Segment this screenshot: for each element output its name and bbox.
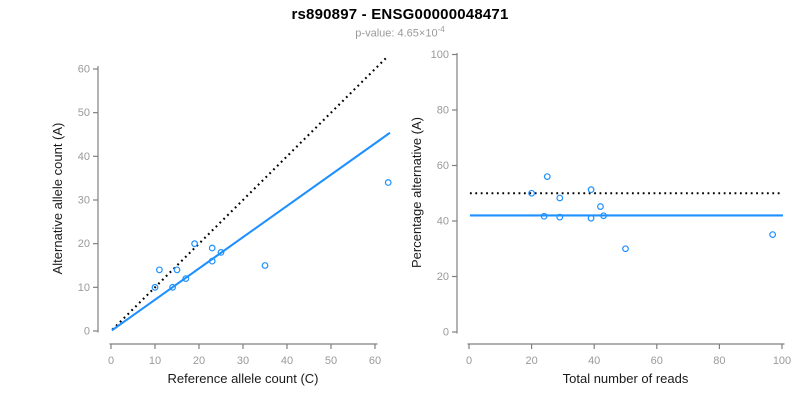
data-point [600,212,607,220]
p-value-exponent: -4 [437,25,445,34]
x-tick-label: 20 [525,355,537,367]
data-point [217,248,225,256]
data-point [543,173,551,181]
data-point [556,194,564,202]
y-tick-label: 10 [78,282,90,294]
data-point [169,283,177,291]
x-tick-label: 20 [193,355,205,367]
data-point [155,266,163,274]
data-point [540,212,548,220]
data-point [597,203,604,210]
data-point [173,266,181,274]
data-point [587,214,595,222]
y-tick-label: 60 [437,160,449,172]
data-point [191,240,199,248]
x-tick-label: 60 [369,355,381,367]
x-tick-label: 40 [281,355,293,367]
data-point [182,275,190,282]
figure-subtitle: p-value: 4.65×10-4 [0,25,800,40]
data-point [261,262,269,269]
y-tick-label: 20 [78,238,90,250]
data-point [556,213,564,221]
data-point [587,186,595,194]
y-tick-label: 50 [78,107,90,119]
data-point [384,179,392,186]
data-point [769,231,777,238]
x-tick-label: 0 [108,355,114,367]
y-tick-label: 30 [78,194,90,206]
x-tick-label: 30 [237,355,249,367]
x-tick-label: 10 [149,355,161,367]
y-axis-label: Percentage alternative (A) [409,117,424,268]
x-tick-label: 0 [466,355,472,367]
data-point [208,244,216,252]
figure-header: rs890897 - ENSG00000048471 p-value: 4.65… [0,0,800,40]
y-tick-label: 100 [431,49,449,61]
x-axis-label: Reference allele count (C) [167,371,318,386]
p-value-text: p-value: 4.65×10 [355,27,438,40]
y-tick-label: 40 [437,216,449,228]
figure-title: rs890897 - ENSG00000048471 [291,6,509,23]
data-point [622,245,629,253]
x-tick-label: 60 [651,355,663,367]
x-tick-label: 50 [325,355,337,367]
y-tick-label: 0 [443,327,449,339]
panel-left: 0 10 20 30 40 50 60 0 10 20 30 40 50 60 Reference alle… [50,56,392,386]
x-axis-label: Total number of reads [563,371,689,386]
y-axis-label: Alternative allele count (A) [50,123,65,275]
data-point [208,257,216,265]
fit-line [111,131,391,332]
y-tick-label: 60 [78,63,90,75]
y-tick-label: 40 [78,151,90,163]
y-tick-label: 80 [437,105,449,117]
identity-line [111,56,389,331]
data-point [151,283,159,291]
y-tick-label: 0 [84,326,90,338]
panel-right: 0 20 40 60 80 100 0 20 40 60 80 100 Total number of … [409,49,791,386]
x-tick-label: 40 [588,355,600,367]
x-tick-label: 100 [773,355,791,367]
x-tick-label: 80 [713,355,725,367]
y-tick-label: 20 [437,271,449,283]
data-point [528,189,535,197]
